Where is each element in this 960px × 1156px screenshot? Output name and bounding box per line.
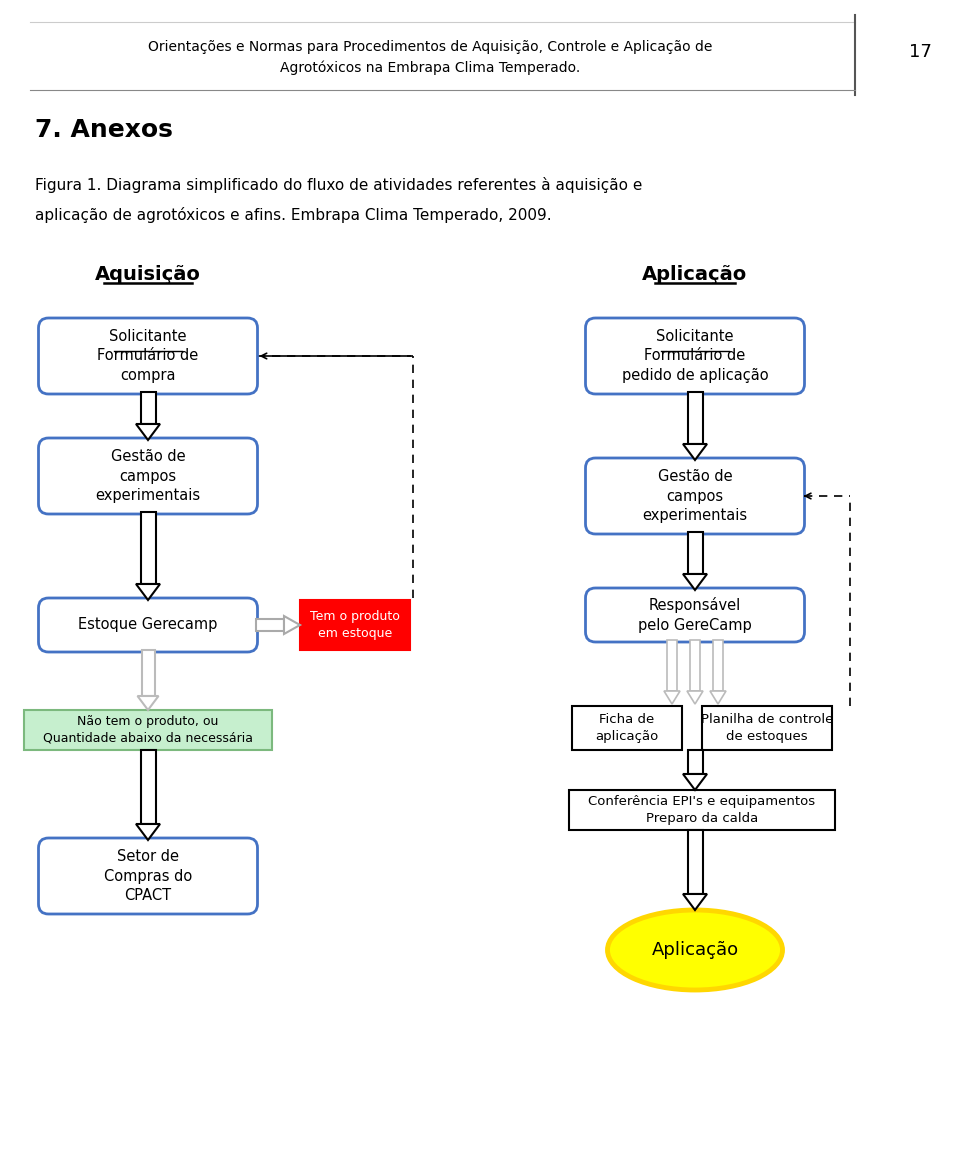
Text: Agrotóxicos na Embrapa Clima Temperado.: Agrotóxicos na Embrapa Clima Temperado. <box>280 61 580 75</box>
Text: Estoque Gerecamp: Estoque Gerecamp <box>79 617 218 632</box>
Polygon shape <box>683 575 707 590</box>
Polygon shape <box>687 691 703 704</box>
Polygon shape <box>137 696 158 710</box>
Text: Tem o produto
em estoque: Tem o produto em estoque <box>310 610 400 639</box>
Text: Aplicação: Aplicação <box>652 941 738 959</box>
Ellipse shape <box>608 910 782 990</box>
Polygon shape <box>136 824 160 840</box>
FancyBboxPatch shape <box>38 318 257 394</box>
Text: Ficha de
aplicação: Ficha de aplicação <box>595 713 659 743</box>
Polygon shape <box>664 691 680 704</box>
Bar <box>687 750 703 775</box>
Text: Aplicação: Aplicação <box>642 266 748 284</box>
Bar <box>667 640 677 691</box>
FancyBboxPatch shape <box>38 598 257 652</box>
Text: Orientações e Normas para Procedimentos de Aquisição, Controle e Aplicação de: Orientações e Normas para Procedimentos … <box>148 40 712 54</box>
Bar <box>255 618 284 631</box>
Polygon shape <box>683 775 707 790</box>
FancyBboxPatch shape <box>38 838 257 914</box>
Text: Gestão de
campos
experimentais: Gestão de campos experimentais <box>95 449 201 503</box>
Polygon shape <box>683 444 707 460</box>
Text: Responsável
pelo GereCamp: Responsável pelo GereCamp <box>638 598 752 632</box>
Text: Solicitante
Formulário de
compra: Solicitante Formulário de compra <box>97 328 199 384</box>
FancyBboxPatch shape <box>586 588 804 642</box>
Text: Aquisição: Aquisição <box>95 266 201 284</box>
Text: Gestão de
campos
experimentais: Gestão de campos experimentais <box>642 468 748 524</box>
FancyBboxPatch shape <box>586 318 804 394</box>
Polygon shape <box>136 584 160 600</box>
Bar <box>141 650 155 696</box>
Bar <box>300 600 410 650</box>
Polygon shape <box>710 691 726 704</box>
Bar <box>690 640 700 691</box>
Text: Conferência EPI's e equipamentos
Preparo da calda: Conferência EPI's e equipamentos Preparo… <box>588 795 816 824</box>
Bar <box>569 790 835 830</box>
Bar <box>687 830 703 894</box>
Text: Figura 1. Diagrama simplificado do fluxo de atividades referentes à aquisição e: Figura 1. Diagrama simplificado do fluxo… <box>35 177 642 193</box>
Text: Não tem o produto, ou
Quantidade abaixo da necessária: Não tem o produto, ou Quantidade abaixo … <box>43 716 253 744</box>
Text: Solicitante
Formulário de
pedido de aplicação: Solicitante Formulário de pedido de apli… <box>622 328 768 384</box>
Text: 17: 17 <box>908 43 931 61</box>
Text: 7. Anexos: 7. Anexos <box>35 118 173 142</box>
Polygon shape <box>284 616 300 633</box>
Text: aplicação de agrotóxicos e afins. Embrapa Clima Temperado, 2009.: aplicação de agrotóxicos e afins. Embrap… <box>35 207 552 223</box>
FancyBboxPatch shape <box>586 458 804 534</box>
Polygon shape <box>683 894 707 910</box>
Polygon shape <box>136 424 160 440</box>
FancyBboxPatch shape <box>38 438 257 514</box>
Bar <box>687 392 703 444</box>
Bar <box>572 706 682 750</box>
Bar <box>702 706 832 750</box>
Bar <box>140 512 156 584</box>
Text: Setor de
Compras do
CPACT: Setor de Compras do CPACT <box>104 849 192 903</box>
Text: Planilha de controle
de estoques: Planilha de controle de estoques <box>701 713 833 743</box>
Bar <box>24 710 272 750</box>
Bar <box>713 640 723 691</box>
Bar <box>687 532 703 575</box>
Bar <box>140 392 156 424</box>
Bar <box>140 750 156 824</box>
